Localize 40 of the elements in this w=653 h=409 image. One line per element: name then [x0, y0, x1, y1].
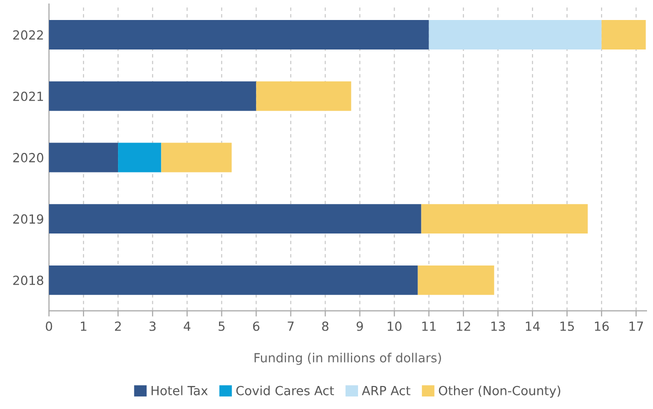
- x-tick-label: 14: [526, 322, 540, 331]
- x-tick-label: 2: [114, 321, 121, 331]
- y-tick-label: 2022: [13, 30, 43, 40]
- y-tick-label: 2021: [13, 92, 43, 102]
- x-tick-label: 10: [388, 321, 402, 331]
- x-tick-label: 0: [46, 321, 52, 331]
- legend-label: Covid Cares Act: [236, 386, 334, 396]
- legend-label: Other (Non-County): [438, 386, 560, 398]
- x-tick-label: 12: [456, 321, 470, 331]
- x-tick-label: 5: [218, 322, 225, 331]
- bar: [421, 204, 588, 234]
- legend-label: Hotel Tax: [152, 386, 208, 396]
- bar: [602, 20, 646, 50]
- y-tick-label: 2018: [13, 276, 44, 286]
- bar: [161, 142, 232, 172]
- bar: [48, 265, 418, 295]
- x-tick-label: 1: [80, 322, 86, 331]
- x-tick-label: 4: [184, 322, 190, 331]
- x-tick-label: 16: [594, 321, 609, 331]
- x-tick-label: 11: [422, 322, 436, 331]
- x-tick-label: 17: [630, 322, 643, 331]
- y-tick-label: 2019: [13, 214, 44, 224]
- bar: [48, 142, 118, 172]
- x-tick-label: 15: [560, 322, 574, 331]
- x-tick-label: 8: [322, 321, 328, 331]
- legend-label: ARP Act: [362, 386, 410, 396]
- x-tick-label: 9: [356, 321, 363, 331]
- bar: [48, 81, 256, 111]
- bar: [118, 142, 162, 172]
- x-tick-label: 13: [491, 321, 505, 331]
- y-tick-label: 2020: [13, 152, 44, 162]
- bar: [418, 265, 494, 295]
- bar: [256, 81, 352, 111]
- bar: [48, 20, 429, 50]
- x-tick-label: 6: [253, 321, 260, 331]
- x-axis-title: Funding (in millions of dollars): [254, 352, 441, 365]
- bar: [428, 20, 602, 50]
- x-tick-label: 7: [288, 322, 294, 331]
- bar: [48, 204, 422, 234]
- x-tick-label: 3: [150, 321, 156, 331]
